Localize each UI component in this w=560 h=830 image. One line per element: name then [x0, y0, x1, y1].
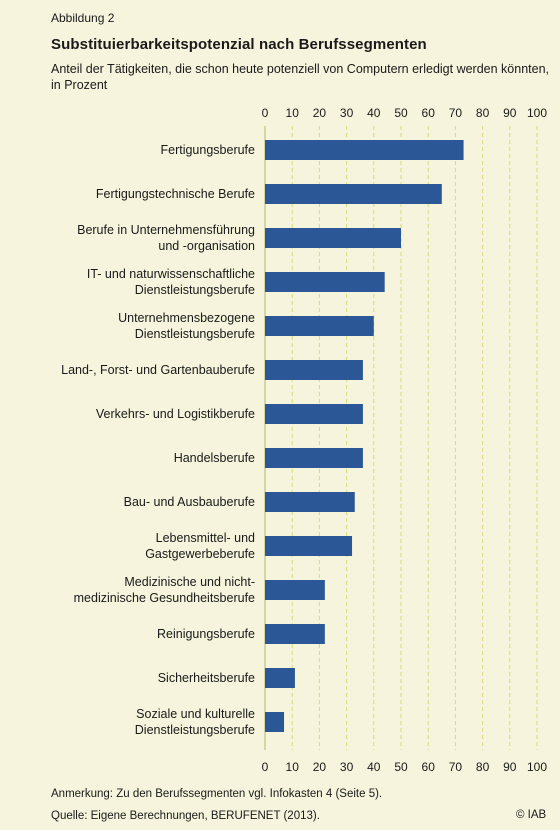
chart-source: Quelle: Eigene Berechnungen, BERUFENET (… [51, 810, 320, 822]
x-tick-label-bottom: 30 [340, 760, 354, 774]
bar [265, 448, 363, 468]
gridlines [264, 126, 538, 750]
bar [265, 184, 442, 204]
chart-title: Substituierbarkeitspotenzial nach Berufs… [51, 36, 427, 53]
bar [265, 316, 374, 336]
bar [265, 140, 464, 160]
category-labels: Fertigungsberufe Fertigungstechnische Ber… [61, 143, 255, 737]
chart-note: Anmerkung: Zu den Berufssegmenten vgl. I… [51, 788, 383, 800]
bar [265, 536, 353, 556]
category-label: IT- und naturwissenschaftliche Dienstleis… [87, 267, 255, 297]
bar [265, 580, 325, 600]
x-tick-label-bottom: 10 [286, 760, 300, 774]
category-label: Verkehrs- und Logistikberufe [96, 407, 255, 421]
category-label: Fertigungstechnische Berufe [96, 187, 255, 201]
x-tick-label-bottom: 70 [449, 760, 463, 774]
bar [265, 228, 401, 248]
category-label: Sicherheitsberufe [158, 671, 255, 685]
x-tick-label-top: 0 [262, 106, 269, 120]
bar [265, 712, 285, 732]
category-label: Fertigungsberufe [160, 143, 255, 157]
category-label: Soziale und kulturelle Dienstleistungsber… [135, 707, 255, 737]
x-tick-label-top: 30 [340, 106, 354, 120]
x-tick-label-bottom: 90 [503, 760, 517, 774]
x-tick-label-top: 40 [367, 106, 381, 120]
bars [265, 140, 464, 732]
x-tick-label-top: 60 [422, 106, 436, 120]
x-tick-label-top: 20 [313, 106, 327, 120]
x-tick-label-top: 100 [527, 106, 547, 120]
x-tick-label-top: 70 [449, 106, 463, 120]
category-label: Handelsberufe [174, 451, 255, 465]
category-label: Berufe in Unternehmensführung und -organi… [77, 223, 255, 253]
category-label: Medizinische und nicht-medizinische Gesu… [74, 575, 255, 605]
x-tick-label-bottom: 20 [313, 760, 327, 774]
x-tick-label-top: 80 [476, 106, 490, 120]
x-tick-label-bottom: 50 [394, 760, 408, 774]
x-tick-label-top: 90 [503, 106, 517, 120]
category-label: Bau- und Ausbauberufe [124, 495, 255, 509]
x-tick-label-bottom: 60 [422, 760, 436, 774]
x-tick-label-bottom: 40 [367, 760, 381, 774]
x-axis-bottom: 0 10 20 30 40 50 60 70 80 90 100 [262, 760, 548, 774]
copyright: © IAB [516, 809, 547, 821]
x-tick-label-bottom: 0 [262, 760, 269, 774]
category-label: Unternehmensbezogene Dienstleistungsberuf… [118, 311, 255, 341]
bar [265, 624, 325, 644]
category-label: Reinigungsberufe [157, 627, 255, 641]
chart-subtitle: Anteil der Tätigkeiten, die schon heute … [51, 62, 549, 92]
bar [265, 404, 363, 424]
x-tick-label-top: 10 [286, 106, 300, 120]
x-tick-label-bottom: 80 [476, 760, 490, 774]
x-axis-top: 0 10 20 30 40 50 60 70 80 90 100 [262, 106, 548, 120]
category-label: Lebensmittel- und Gastgewerbeberufe [145, 531, 255, 561]
figure-label: Abbildung 2 [51, 11, 115, 25]
category-label: Land-, Forst- und Gartenbauberufe [61, 363, 255, 377]
bar [265, 272, 385, 292]
bar [265, 360, 363, 380]
bar [265, 668, 295, 688]
x-tick-label-top: 50 [394, 106, 408, 120]
bar [265, 492, 355, 512]
x-tick-label-bottom: 100 [527, 760, 547, 774]
